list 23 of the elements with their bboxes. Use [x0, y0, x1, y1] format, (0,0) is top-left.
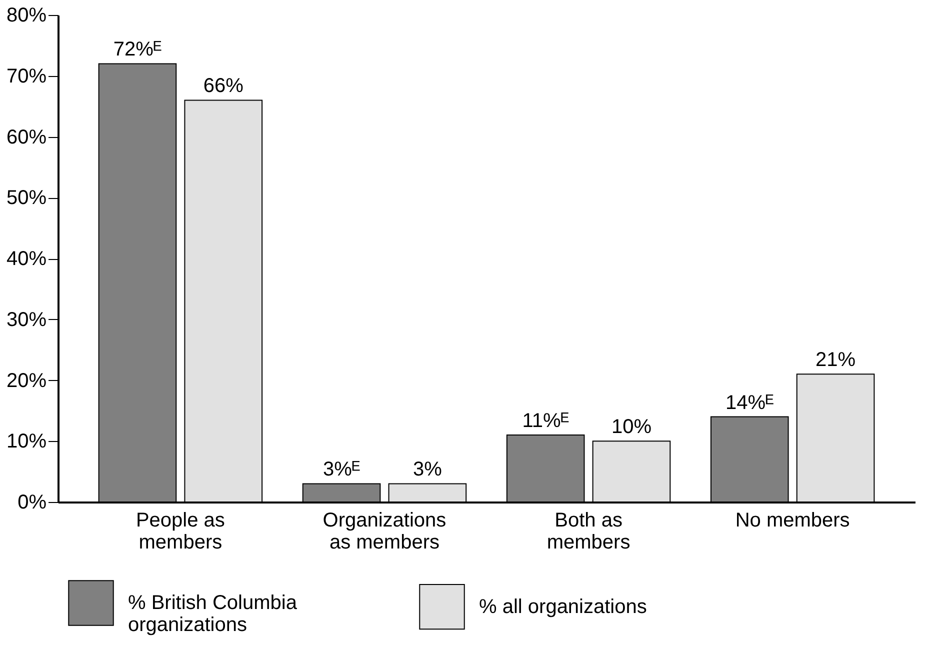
- x-tick-label: Both as members: [546, 510, 630, 554]
- data-label: 21%: [816, 349, 856, 372]
- y-tick-label: 70%: [6, 65, 47, 88]
- data-label: 14%ᴱ: [725, 392, 774, 414]
- y-tick-label: 60%: [6, 126, 47, 148]
- legend-label: % all organizations: [479, 596, 647, 618]
- y-tick-label: 80%: [6, 4, 47, 26]
- y-tick-label: 0%: [18, 492, 47, 514]
- data-label: 10%: [611, 416, 652, 438]
- x-tick-label: People as members: [136, 510, 225, 554]
- data-label: 66%: [203, 75, 244, 98]
- data-label: 11%ᴱ: [522, 410, 569, 432]
- x-tick-label: No members: [735, 510, 850, 532]
- legend-label: % British Columbia organizations: [128, 592, 298, 636]
- x-tick-label: Organizations as members: [322, 510, 446, 554]
- y-tick-label: 10%: [6, 430, 47, 453]
- y-tick-label: 20%: [6, 370, 47, 392]
- data-label: 3%: [412, 458, 442, 481]
- data-label: 72%ᴱ: [113, 38, 162, 61]
- y-tick-label: 50%: [6, 187, 47, 210]
- y-tick-label: 40%: [6, 248, 47, 270]
- data-label: 3%ᴱ: [322, 458, 360, 481]
- y-tick-label: 30%: [6, 308, 47, 331]
